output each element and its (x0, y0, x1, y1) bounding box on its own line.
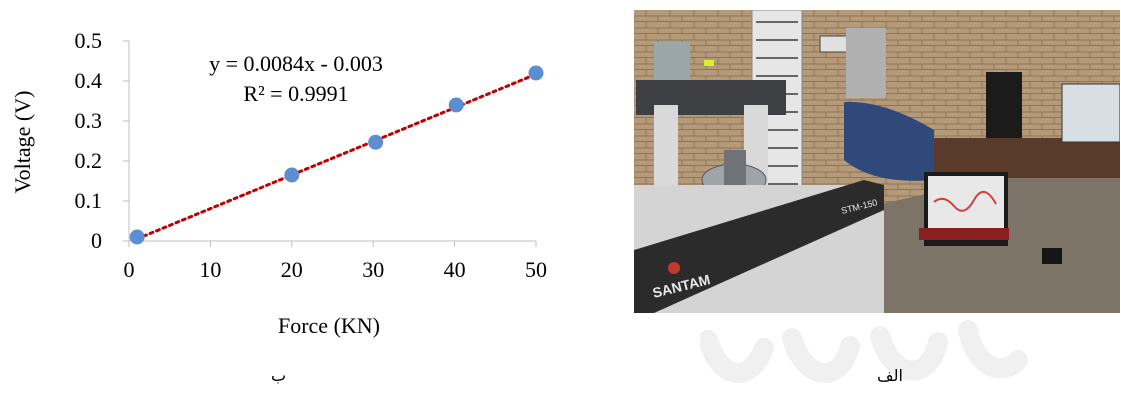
equation-label: y = 0.0084x - 0.003 (209, 51, 383, 76)
x-axis-title: Force (KN) (278, 313, 380, 338)
x-tick-label: 30 (362, 257, 384, 282)
tick-labels: 0 10 20 30 40 50 0 0.1 0.2 0.3 0.4 0.5 (75, 28, 548, 282)
y-tick-label: 0.5 (75, 28, 103, 53)
calibration-chart: 0 10 20 30 40 50 0 0.1 0.2 0.3 0.4 0.5 y = 0.0084x … (10, 28, 548, 338)
y-tick-label: 0.1 (75, 188, 103, 213)
x-tick-label: 20 (281, 257, 303, 282)
y-tick-label: 0.2 (75, 148, 103, 173)
caption-right: الف (877, 366, 903, 385)
y-axis-title: Voltage (V) (10, 91, 35, 194)
data-point (448, 97, 464, 113)
r-squared-label: R² = 0.9991 (243, 81, 348, 106)
trendline (135, 72, 538, 241)
x-tick-label: 10 (199, 257, 221, 282)
caption-left: ب (271, 366, 287, 385)
data-points (129, 65, 544, 245)
y-tick-label: 0 (91, 228, 102, 253)
y-tick-label: 0.3 (75, 108, 103, 133)
axis-ticks (123, 40, 537, 247)
watermark-logo (700, 320, 1028, 383)
x-tick-label: 50 (525, 257, 547, 282)
data-point (368, 134, 384, 150)
x-tick-label: 0 (124, 257, 135, 282)
y-tick-label: 0.4 (75, 68, 103, 93)
data-point (129, 229, 145, 245)
data-point (528, 65, 544, 81)
x-tick-label: 40 (444, 257, 466, 282)
testing-machine-photo: SANTAM STM-150 (634, 10, 1120, 313)
data-point (284, 167, 300, 183)
